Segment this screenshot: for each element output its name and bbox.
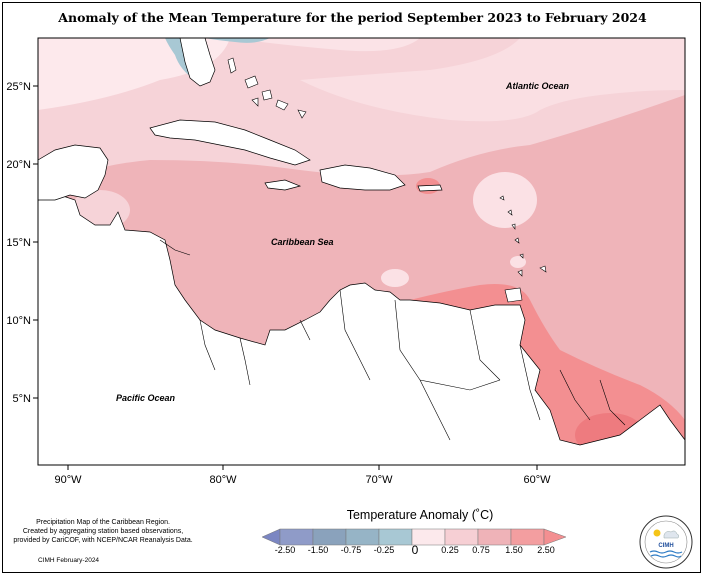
- anomaly-band-neg0.25-0: [205, 38, 270, 43]
- land-yucatan: [38, 144, 109, 201]
- colorbar-segment: [477, 528, 512, 546]
- country-borders: [159, 239, 626, 441]
- anomaly-band-0-0.25: [300, 38, 685, 122]
- lat-axis: 25°N 20°N 15°N 10°N 5°N: [6, 81, 38, 405]
- label-atlantic-ocean: Atlantic Ocean: [505, 81, 570, 91]
- label-pacific-ocean: Pacific Ocean: [116, 393, 176, 403]
- map-title: Anomaly of the Mean Temperature for the …: [58, 10, 647, 25]
- lon-label: 90°W: [54, 474, 82, 486]
- land-cuba: [149, 119, 311, 166]
- anomaly-band-0-0.25: [381, 269, 409, 287]
- lat-label: 25°N: [6, 81, 31, 93]
- land-bahamas: [227, 57, 307, 119]
- footer-line: provided by CariCOF, with NCEP/NCAR Rean…: [13, 537, 193, 544]
- map-field: [38, 38, 685, 465]
- footer-note: Precipitation Map of the Caribbean Regio…: [8, 518, 198, 545]
- land-puerto-rico: [417, 184, 443, 192]
- colorbar-segment: [510, 528, 545, 546]
- colorbar-segment: [279, 528, 314, 546]
- cloud-icon: [663, 530, 680, 539]
- colorbar-title: Temperature Anomaly (˚C): [346, 508, 494, 522]
- colorbar-arrow-low: [261, 528, 281, 546]
- land-hispaniola: [319, 164, 406, 191]
- land-jamaica: [264, 179, 302, 191]
- colorbar-segment: [312, 528, 347, 546]
- land-florida: [179, 38, 216, 87]
- lat-label: 15°N: [6, 237, 31, 249]
- lon-label: 60°W: [523, 474, 551, 486]
- lon-label: 80°W: [209, 474, 237, 486]
- colorbar-tick: -2.50: [275, 545, 296, 555]
- colorbar-tick: 0.75: [472, 545, 490, 555]
- colorbar-tick: 0: [412, 543, 419, 557]
- land-south-central-america: [38, 194, 685, 465]
- colorbar-tick: -0.75: [341, 545, 362, 555]
- colorbar-tick: -1.50: [308, 545, 329, 555]
- footer-date: CIMH February-2024: [38, 557, 100, 564]
- lon-axis: 90°W 80°W 70°W 60°W: [54, 465, 551, 486]
- land-lesser-antilles: [499, 195, 547, 303]
- logo-text: CIMH: [658, 543, 673, 549]
- wave-icon: [650, 554, 682, 558]
- sun-icon: [653, 529, 661, 537]
- cimh-logo: CIMH: [639, 515, 693, 569]
- colorbar-tick: 0.25: [441, 545, 459, 555]
- colorbar-tick: 1.50: [505, 545, 523, 555]
- lat-label: 10°N: [6, 315, 31, 327]
- map-border: [37, 37, 686, 466]
- colorbar-tick: -0.25: [374, 545, 395, 555]
- colorbar-arrow-high: [543, 528, 567, 546]
- colorbar-segment: [345, 528, 380, 546]
- footer-line: Precipitation Map of the Caribbean Regio…: [36, 519, 170, 526]
- lon-label: 70°W: [365, 474, 393, 486]
- colorbar-tick: 2.50: [537, 545, 555, 555]
- colorbar-segment: [378, 528, 413, 546]
- anomaly-band-0-0.25: [230, 38, 420, 52]
- label-caribbean-sea: Caribbean Sea: [271, 237, 334, 247]
- anomaly-band-0-0.25: [510, 256, 526, 268]
- anomaly-band-0-0.25: [473, 172, 537, 228]
- colorbar-segment: [444, 528, 479, 546]
- wave-icon: [649, 550, 683, 554]
- footer-line: Created by aggregating station based obs…: [22, 528, 184, 535]
- lat-label: 20°N: [6, 159, 31, 171]
- colorbar: -2.50 -1.50 -0.75 -0.25 0 0.25 0.75 1.50…: [261, 528, 567, 557]
- lat-label: 5°N: [13, 393, 32, 405]
